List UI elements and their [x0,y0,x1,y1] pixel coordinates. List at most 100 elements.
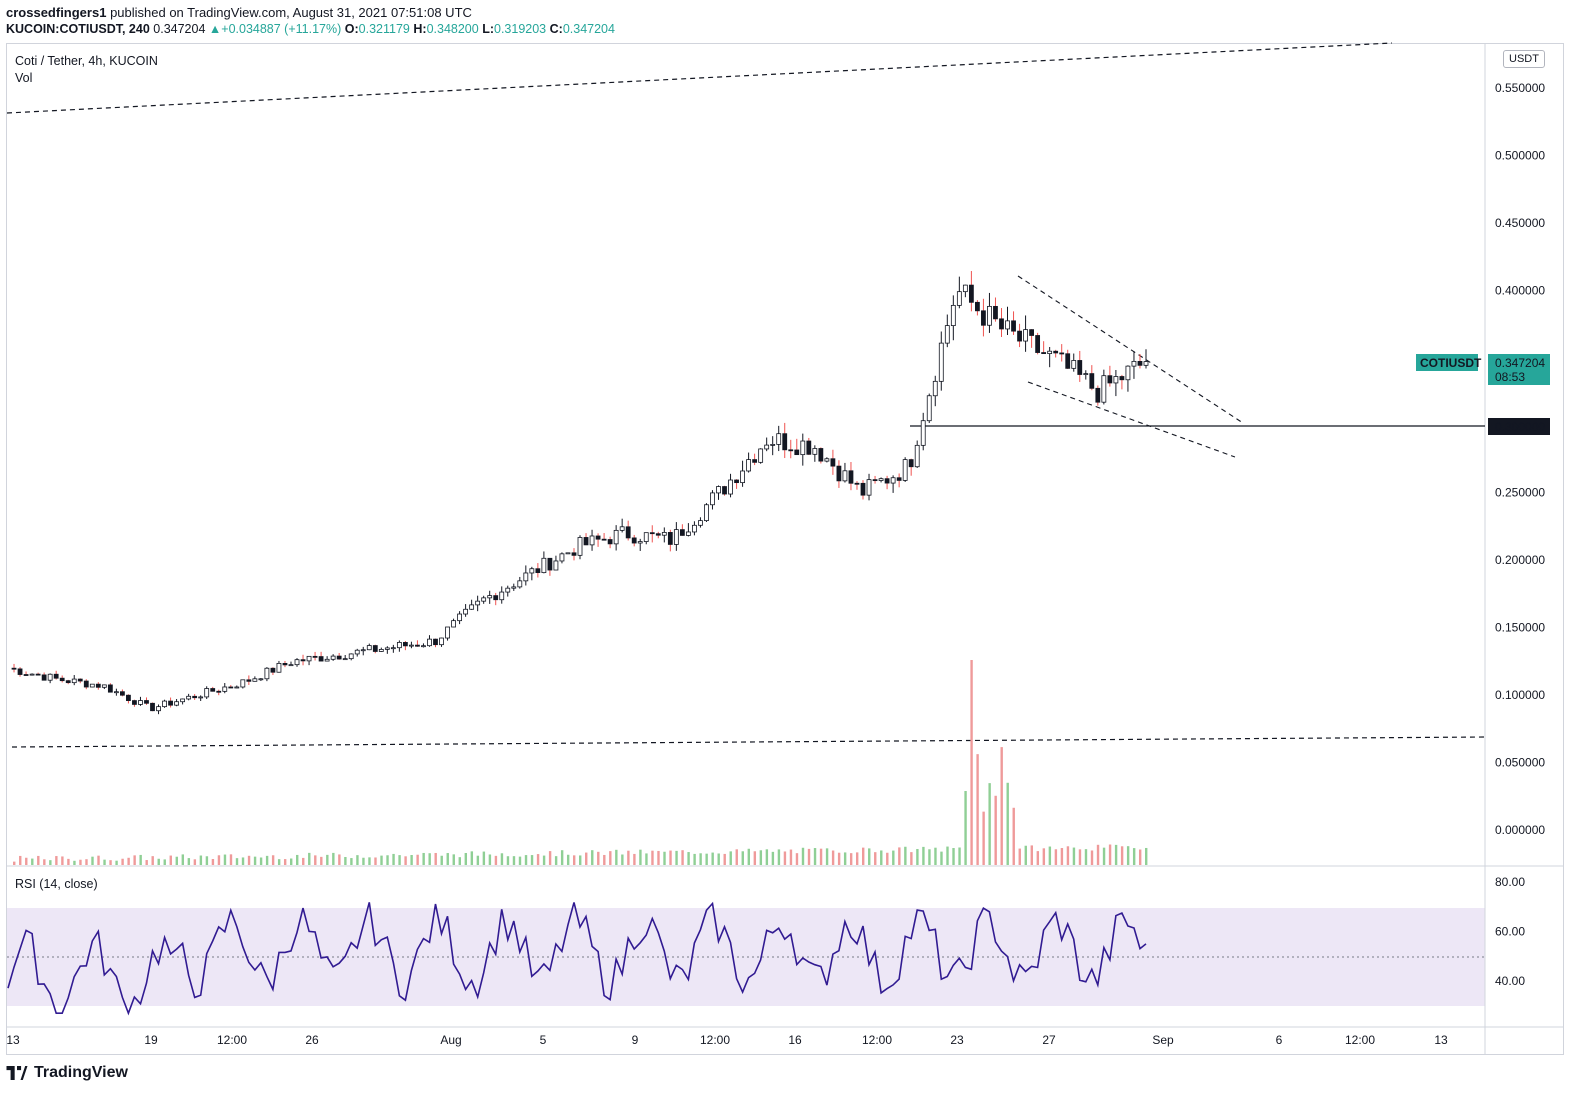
time-tick-label: 26 [305,1033,319,1047]
candle-body [150,702,155,712]
volume-bar [729,851,732,865]
volume-bar [446,853,449,865]
time-axis[interactable]: 13 19 12:00 26 Aug 5 9 12:00 16 12:00 23 27 Sep 6 12:0… [6,1033,1448,1047]
candle-body [673,529,679,545]
volume-bar [663,851,666,865]
candle-body [824,458,830,462]
volume-bar [928,849,931,865]
candle-body [1137,360,1143,366]
volume-bar [892,850,895,865]
candle-body [710,492,715,506]
volume-bar [362,857,365,865]
volume-bar [67,858,70,865]
candle-body [607,539,613,545]
volume-bar [458,857,461,865]
volume-bar [506,856,510,865]
candle-body [144,700,149,704]
candle-body [788,449,794,452]
volume-label[interactable]: Vol [15,71,33,85]
rsi-axis[interactable]: 80.00 60.00 40.00 [1495,875,1525,988]
candle-body [740,470,745,484]
volume-bar [199,855,203,865]
chart-title[interactable]: Coti / Tether, 4h, KUCOIN [15,54,158,68]
volume-bar [187,858,191,865]
candle-body [716,486,721,494]
volume-bar [789,849,793,865]
candle-body [734,479,739,484]
volume-bar [970,660,973,865]
volume-bar [1012,807,1015,865]
candle-body [565,552,571,555]
volume-bar [163,859,166,865]
candle-body [920,420,926,446]
volume-bar [368,857,371,865]
volume-bar [554,856,558,865]
candle-body [59,677,65,682]
volume-bar [687,852,690,865]
open-value: 0.321179 [358,22,410,36]
candle-body [17,668,23,675]
candle-body [1071,360,1077,369]
author-name[interactable]: crossedfingers1 [6,5,107,20]
time-tick-label: 5 [540,1033,547,1047]
volume-bar [127,857,130,865]
price-axis[interactable]: 0.5500000.5000000.4500000.4000000.350000… [1495,81,1545,837]
candle-body [372,645,378,652]
footer-brand: TradingView [34,1064,128,1081]
volume-bar [259,857,263,865]
candle-body [1095,387,1101,403]
candle-body [842,470,848,482]
candle-body [908,459,914,468]
volume-bar [289,858,293,865]
volume-bar [265,855,269,865]
volume-trendline [11,736,1486,748]
rsi-legend[interactable]: RSI (14, close) [15,877,98,891]
chart-frame [6,43,1564,1055]
volume-bar [765,849,769,865]
volume-bar [958,847,961,865]
volume-bar [73,860,76,865]
volume-bar [205,856,209,865]
symbol-tag: COTIUSDT [1420,356,1482,370]
low-value: 0.319203 [494,22,547,36]
price-tag-value: 0.347204 [1495,356,1545,370]
candle-body [457,613,462,622]
volume-bar [536,854,540,865]
volume-bar [103,859,106,865]
candle-body [505,587,511,593]
time-tick-label: 16 [788,1033,802,1047]
candle-body [162,700,167,708]
currency-badge[interactable]: USDT [1503,50,1545,68]
ohlc-header: KUCOIN:COTIUSDT, 240 0.347204 ▲+0.034887… [6,22,615,36]
candle-body [595,535,601,540]
volume-bar [855,852,859,865]
symbol-tag-bg [1416,354,1478,371]
volume-bar [217,855,221,865]
candle-body [354,649,360,655]
candle-body [776,433,782,445]
candle-body [396,642,402,649]
volume-bar [994,795,997,865]
volume-bar [566,854,570,865]
volume-bar [314,855,317,865]
candle-body [1029,329,1034,336]
volume-bar [1000,747,1003,865]
candle-body [360,649,366,652]
volume-bars [13,660,1148,865]
volume-bar [542,855,546,865]
volume-bar [151,856,154,865]
volume-bar [711,852,714,865]
volume-bar [862,847,865,865]
time-tick-label: Sep [1152,1033,1174,1047]
volume-bar [43,859,46,865]
volume-bar [145,860,148,865]
candle-body [1005,320,1010,330]
candle-body [174,701,179,706]
candle-body [240,679,246,688]
volume-bar [886,852,889,865]
volume-bar [717,853,720,865]
last-price: 0.347204 [153,22,206,36]
volume-bar [837,852,841,865]
volume-bar [31,858,34,865]
